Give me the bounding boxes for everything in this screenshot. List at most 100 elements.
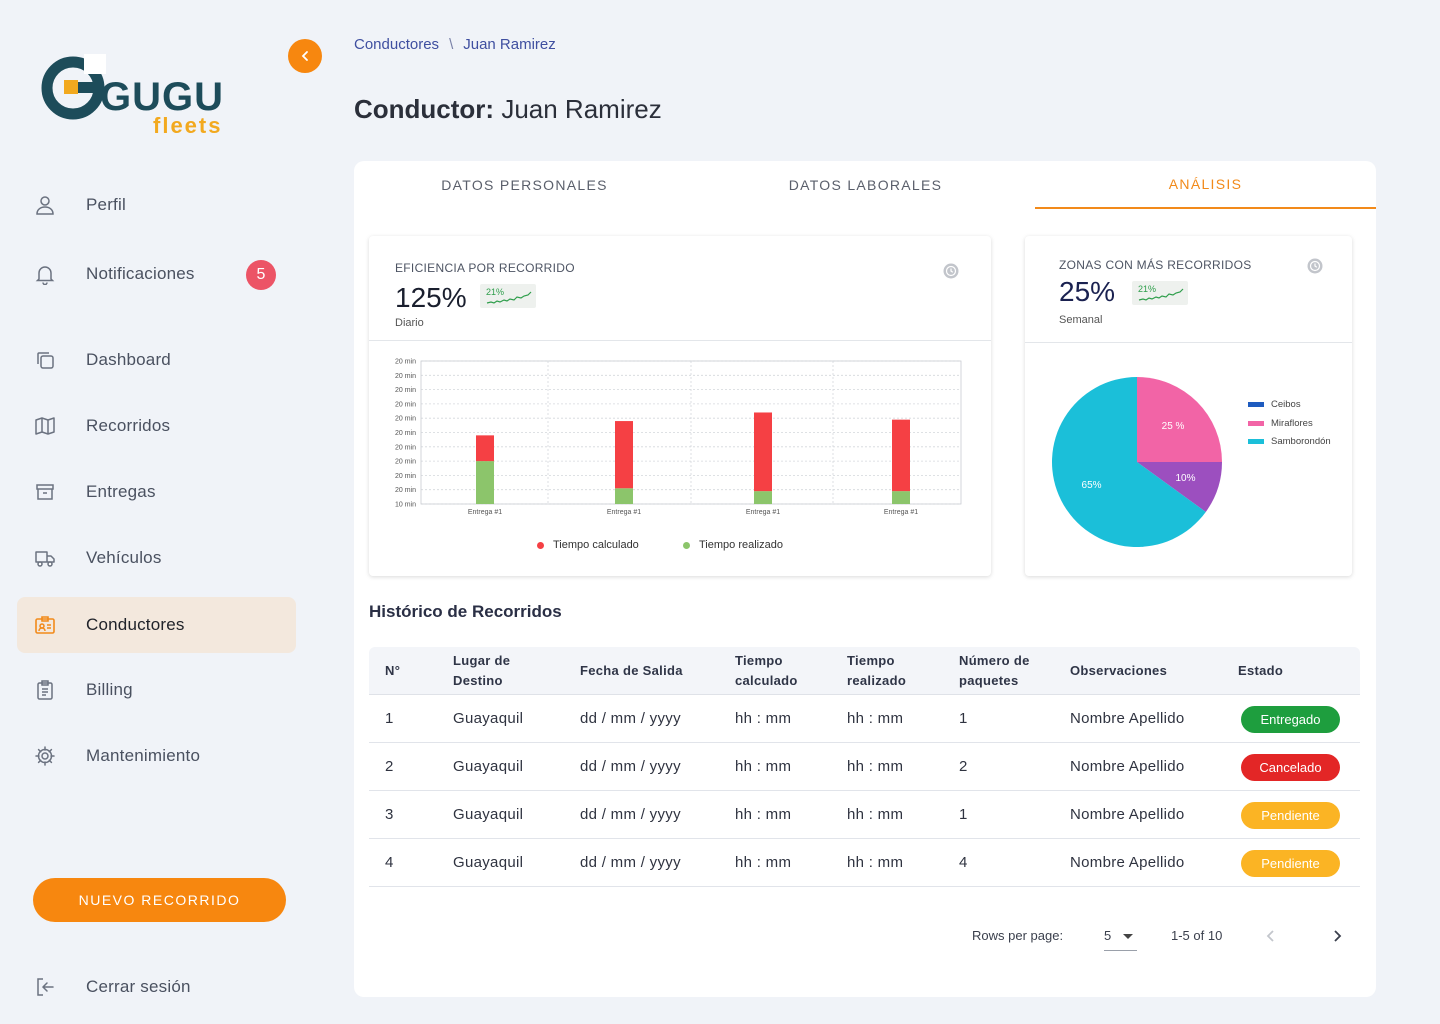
sidebar-item-conductores[interactable]: Conductores (17, 597, 296, 653)
tab-datos-personales[interactable]: DATOS PERSONALES (441, 177, 608, 193)
logout-label: Cerrar sesión (86, 977, 191, 996)
cell-date: dd / mm / yyyy (580, 806, 681, 823)
efficiency-period: Diario (395, 317, 424, 329)
y-tick-label: 20 min (395, 444, 416, 451)
th-line1: Fecha de Salida (580, 663, 683, 678)
tabs: DATOS PERSONALES DATOS LABORALES ANÁLISI… (354, 161, 1376, 209)
efficiency-trend: 21% (486, 287, 505, 297)
bar-tiempo-realizado (615, 488, 633, 504)
tab-analisis[interactable]: ANÁLISIS (1035, 161, 1376, 209)
sidebar-item-label: Entregas (86, 482, 156, 501)
pie-legend-samborondon: Samborondón (1248, 436, 1331, 447)
bar-tiempo-calculado (615, 421, 633, 489)
x-tick-label: Entrega #1 (884, 509, 918, 516)
breadcrumb-root[interactable]: Conductores (354, 36, 440, 53)
table-row[interactable]: 4 Guayaquil dd / mm / yyyy hh : mm hh : … (369, 839, 1360, 887)
rows-per-page-value: 5 (1104, 928, 1112, 943)
breadcrumb-current: Juan Ramirez (463, 36, 556, 53)
clock-icon[interactable] (1307, 258, 1323, 274)
sidebar-item-label: Billing (86, 680, 133, 699)
table-row[interactable]: 1 Guayaquil dd / mm / yyyy hh : mm hh : … (369, 695, 1360, 743)
caret-down-icon (1123, 934, 1133, 939)
prev-page-icon[interactable] (1264, 929, 1278, 943)
bar-tiempo-realizado (754, 491, 772, 504)
bar-tiempo-calculado (892, 419, 910, 492)
page-title-name: Juan Ramirez (494, 94, 662, 124)
y-tick-label: 20 min (395, 373, 416, 380)
panel-divider (1025, 342, 1352, 343)
map-icon (35, 417, 55, 435)
sidebar-item-vehiculos[interactable]: Vehículos (17, 530, 296, 586)
next-page-icon[interactable] (1330, 929, 1344, 943)
th-line1: N° (385, 663, 401, 678)
th-line1: Observaciones (1070, 663, 1168, 678)
pie-slice-miraflores (1137, 377, 1222, 462)
th-fecha: Fecha de Salida (580, 661, 683, 681)
legend-dot-red (537, 541, 544, 549)
pie-slice-label: 25 % (1162, 421, 1185, 432)
th-destino: Lugar de Destino (453, 651, 510, 691)
zones-pie-chart: 25 % 10% 65% (1052, 377, 1222, 547)
pagination-range: 1-5 of 10 (1171, 928, 1223, 943)
legend-label: Ceibos (1271, 399, 1301, 410)
zones-sparkline: 21% (1132, 281, 1188, 305)
y-tick-label: 20 min (395, 359, 416, 366)
sidebar-item-label: Vehículos (86, 548, 162, 567)
status-badge: Cancelado (1241, 754, 1340, 781)
bell-icon (35, 266, 55, 285)
y-tick-label: 20 min (395, 430, 416, 437)
th-line2: calculado (735, 673, 798, 688)
pie-slice-label: 10% (1175, 473, 1195, 484)
zones-title: ZONAS CON MÁS RECORRIDOS (1059, 258, 1252, 272)
cell-pkgs: 1 (959, 806, 968, 823)
zones-value: 25% (1059, 276, 1116, 307)
efficiency-bar-chart: 20 min 20 min 20 min 20 min 20 min 20 min 20 m… (395, 359, 962, 516)
status-badge: Pendiente (1241, 850, 1340, 877)
sidebar-item-billing[interactable]: Billing (17, 662, 296, 718)
cell-pkgs: 1 (959, 710, 968, 727)
collapse-sidebar-button[interactable] (288, 39, 322, 73)
sidebar-item-perfil[interactable]: Perfil (17, 177, 296, 233)
new-route-button[interactable]: NUEVO RECORRIDO (33, 878, 286, 922)
cell-calc: hh : mm (735, 806, 792, 823)
th-line2: Destino (453, 673, 503, 688)
sparkline-icon (486, 291, 532, 304)
logout-button[interactable]: Cerrar sesión (17, 959, 296, 1015)
zones-trend: 21% (1138, 284, 1157, 294)
sparkline-icon (1138, 288, 1184, 301)
status-badge: Pendiente (1241, 802, 1340, 829)
cell-dest: Guayaquil (453, 806, 524, 823)
cell-n: 3 (385, 806, 394, 823)
cell-calc: hh : mm (735, 758, 792, 775)
archive-icon (36, 484, 54, 500)
rows-per-page-select[interactable]: 5 (1104, 921, 1137, 951)
clock-icon[interactable] (943, 263, 959, 279)
zones-period: Semanal (1059, 314, 1103, 326)
x-tick-label: Entrega #1 (607, 509, 641, 516)
sidebar-item-recorridos[interactable]: Recorridos (17, 398, 296, 454)
table-row[interactable]: 2 Guayaquil dd / mm / yyyy hh : mm hh : … (369, 743, 1360, 791)
notification-badge: 5 (246, 260, 276, 290)
bar-tiempo-realizado (476, 461, 494, 504)
sidebar-item-notificaciones[interactable]: Notificaciones 5 (17, 246, 296, 302)
gear-icon (35, 746, 55, 766)
sidebar-item-entregas[interactable]: Entregas (17, 464, 296, 520)
y-tick-label: 20 min (395, 416, 416, 423)
cell-date: dd / mm / yyyy (580, 710, 681, 727)
main-card: DATOS PERSONALES DATOS LABORALES ANÁLISI… (354, 161, 1376, 997)
truck-icon (35, 551, 55, 567)
y-tick-label: 20 min (395, 401, 416, 408)
cell-obs: Nombre Apellido (1070, 806, 1185, 823)
sidebar-item-label: Conductores (86, 615, 185, 634)
tab-datos-laborales[interactable]: DATOS LABORALES (788, 177, 943, 193)
cell-dest: Guayaquil (453, 758, 524, 775)
pie-slice-ceibos (1137, 462, 1222, 512)
efficiency-panel: EFICIENCIA POR RECORRIDO 125% 21% Diario… (369, 236, 991, 576)
sidebar-item-mantenimiento[interactable]: Mantenimiento (17, 728, 296, 784)
table-row[interactable]: 3 Guayaquil dd / mm / yyyy hh : mm hh : … (369, 791, 1360, 839)
sidebar-item-dashboard[interactable]: Dashboard (17, 332, 296, 388)
th-tiempo-calculado: Tiempo calculado (735, 651, 798, 691)
sidebar-item-label: Perfil (86, 195, 126, 214)
legend-tiempo-realizado: Tiempo realizado (683, 539, 783, 551)
bar-tiempo-calculado (754, 412, 772, 492)
